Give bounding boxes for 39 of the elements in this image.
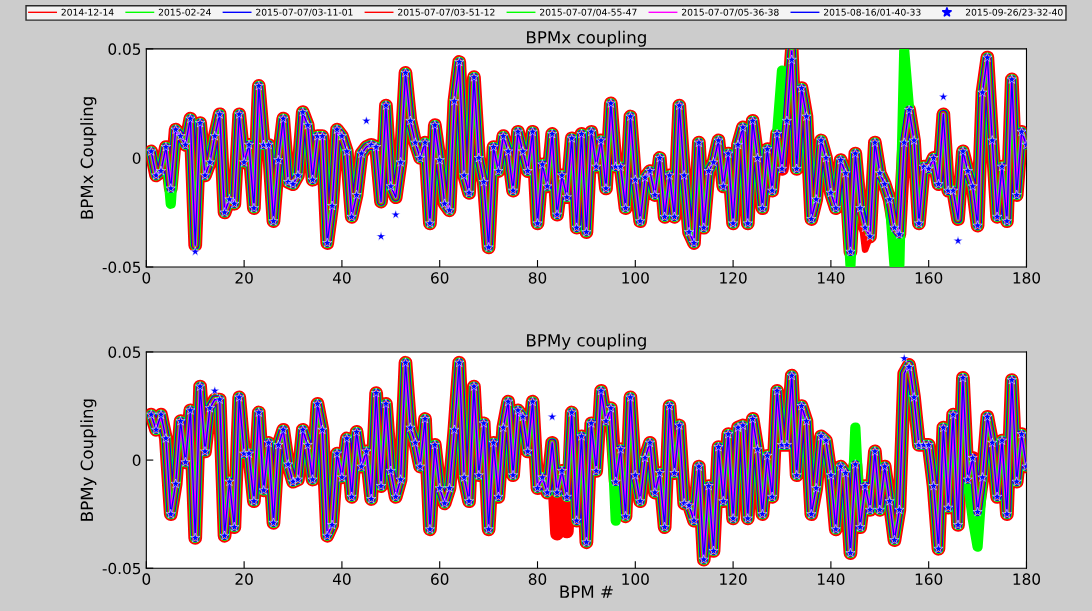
legend-label: 2015-02-24 bbox=[158, 8, 211, 16]
x-tick-label: 120 bbox=[720, 272, 747, 284]
x-tick-label: 140 bbox=[817, 573, 845, 585]
x-tick-label: 160 bbox=[915, 573, 943, 585]
x-axis-title: BPM # bbox=[560, 585, 613, 598]
x-tick-label: 80 bbox=[528, 272, 547, 284]
legend-label: 2015-07-07/03-51-12 bbox=[398, 8, 495, 17]
x-tick-label: 0 bbox=[142, 573, 151, 585]
y-tick-label: 0.05 bbox=[108, 43, 141, 55]
y-axis-title: BPMy Coupling bbox=[80, 399, 97, 521]
y-tick-label: 0 bbox=[132, 454, 141, 467]
chart-title: BPMx coupling bbox=[527, 30, 646, 47]
x-tick-label: 60 bbox=[431, 573, 449, 585]
legend-label: 2015-07-07/03-11-01 bbox=[256, 8, 353, 17]
x-tick-label: 80 bbox=[528, 573, 547, 585]
legend-label: 2015-08-16/01-40-33 bbox=[823, 8, 921, 17]
x-tick-label: 180 bbox=[1013, 272, 1041, 284]
legend-label: 2015-07-07/04-55-47 bbox=[540, 8, 637, 17]
x-tick-label: 40 bbox=[332, 272, 351, 284]
x-tick-label: 100 bbox=[622, 573, 649, 585]
y-tick-label: 0 bbox=[132, 152, 141, 164]
x-tick-label: 0 bbox=[142, 272, 151, 284]
x-tick-label: 60 bbox=[431, 272, 449, 284]
x-tick-label: 40 bbox=[332, 573, 351, 585]
x-tick-label: 20 bbox=[235, 272, 253, 284]
chart-title: BPMy coupling bbox=[527, 333, 646, 350]
y-tick-label: -0.05 bbox=[102, 562, 141, 575]
x-tick-label: 140 bbox=[817, 272, 845, 284]
x-tick-label: 160 bbox=[915, 272, 943, 284]
y-tick-label: 0.05 bbox=[108, 346, 141, 358]
x-tick-label: 120 bbox=[720, 573, 747, 585]
legend-label: 2015-09-26/23-32-40 bbox=[965, 8, 1063, 17]
y-tick-label: -0.05 bbox=[102, 261, 141, 274]
x-tick-label: 100 bbox=[622, 272, 649, 284]
legend-label: 2014-12-14 bbox=[61, 8, 114, 16]
y-axis-title: BPMx Coupling bbox=[80, 97, 97, 219]
x-tick-label: 180 bbox=[1013, 573, 1041, 585]
x-tick-label: 20 bbox=[235, 573, 253, 585]
legend-label: 2015-07-07/05-36-38 bbox=[681, 8, 779, 17]
